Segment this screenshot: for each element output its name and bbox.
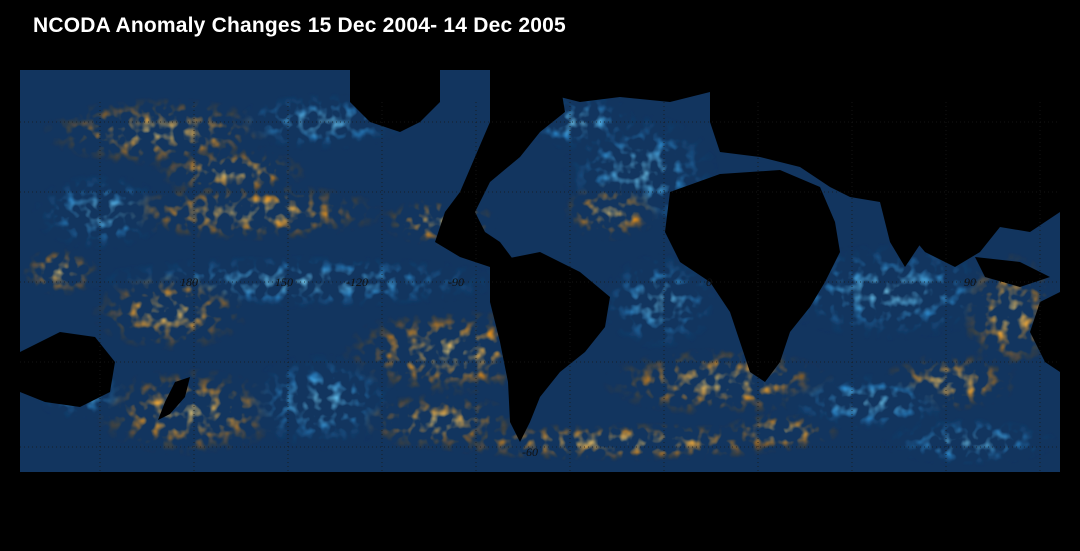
lon-label-150: 150: [275, 275, 293, 289]
land-masses: [20, 70, 1060, 482]
australia-land: [20, 332, 115, 407]
positive-anomaly-region: [560, 182, 660, 242]
lon-label-180: 180: [180, 275, 198, 289]
lon-label-90: 90: [964, 275, 976, 289]
lat-label-minus60: -60: [522, 445, 538, 459]
lon-label-minus90: -90: [448, 275, 464, 289]
positive-anomaly-region: [150, 147, 310, 197]
lon-label-minus120: -120: [346, 275, 368, 289]
new-zealand-land: [158, 377, 190, 420]
india-land: [880, 202, 925, 267]
positive-anomaly-region: [600, 347, 840, 417]
negative-anomaly-region: [780, 372, 960, 432]
japan-land: [1050, 152, 1060, 192]
north-america-land: [270, 70, 565, 277]
africa-land: [665, 170, 840, 382]
negative-anomaly-region: [600, 252, 720, 352]
positive-anomaly-region: [90, 272, 250, 352]
australia-edge-land: [1030, 292, 1060, 372]
positive-anomaly-region: [720, 412, 840, 452]
south-america-land: [490, 252, 610, 442]
indonesia-land: [975, 257, 1050, 287]
negative-anomaly-region: [880, 417, 1060, 467]
positive-anomaly-region: [20, 247, 100, 297]
positive-anomaly-region: [90, 367, 290, 457]
antarctica-land: [20, 472, 1060, 482]
graticule: [20, 102, 1060, 472]
anomaly-map: 180 150 -120 -90 0 90 -60: [20, 62, 1060, 482]
eurasia-land: [710, 70, 1060, 267]
lon-label-0: 0: [706, 275, 712, 289]
coordinate-labels: 180 150 -120 -90 0 90 -60: [180, 275, 976, 459]
arctic-land: [500, 70, 720, 102]
positive-anomaly-region: [110, 182, 390, 242]
page-title: NCODA Anomaly Changes 15 Dec 2004- 14 De…: [33, 14, 566, 37]
negative-anomaly-region: [240, 352, 400, 452]
